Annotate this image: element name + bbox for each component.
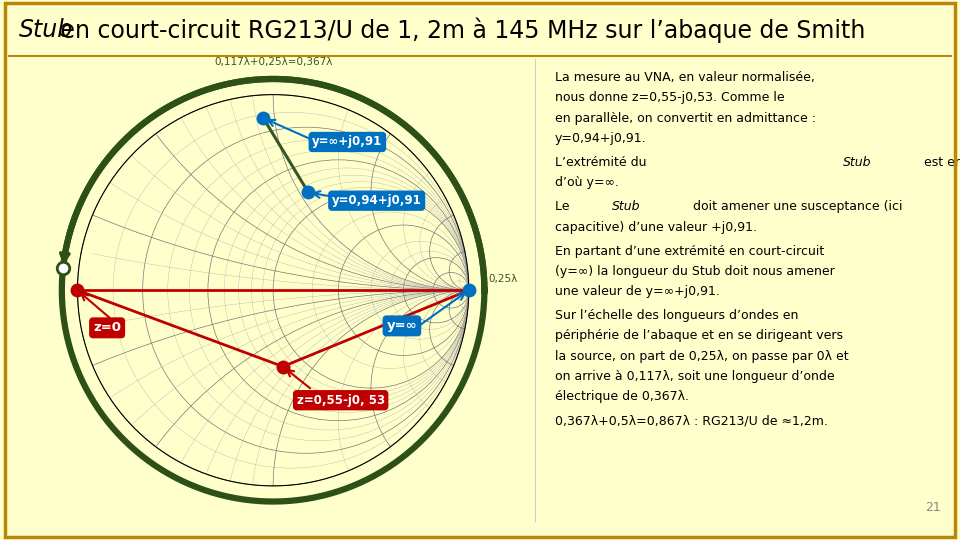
Text: périphérie de l’abaque et en se dirigeant vers: périphérie de l’abaque et en se dirigean… <box>555 329 843 342</box>
Text: 21: 21 <box>925 501 941 514</box>
Text: électrique de 0,367λ.: électrique de 0,367λ. <box>555 390 688 403</box>
Text: 0,117λ+0,25λ=0,367λ: 0,117λ+0,25λ=0,367λ <box>214 57 332 67</box>
Text: Stub: Stub <box>612 200 641 213</box>
Text: En partant d’une extrémité en court-circuit: En partant d’une extrémité en court-circ… <box>555 245 824 258</box>
Text: Sur l’échelle des longueurs d’ondes en: Sur l’échelle des longueurs d’ondes en <box>555 309 798 322</box>
Text: une valeur de y=∞+j0,91.: une valeur de y=∞+j0,91. <box>555 285 720 298</box>
Text: y=∞: y=∞ <box>387 319 418 333</box>
Text: 0,25λ: 0,25λ <box>489 274 517 285</box>
Text: on arrive à 0,117λ, soit une longueur d’onde: on arrive à 0,117λ, soit une longueur d’… <box>555 370 834 383</box>
Text: en parallèle, on convertit en admittance :: en parallèle, on convertit en admittance… <box>555 112 816 125</box>
Text: y=∞+j0,91: y=∞+j0,91 <box>312 136 382 148</box>
Text: Stub: Stub <box>843 156 872 169</box>
Text: La mesure au VNA, en valeur normalisée,: La mesure au VNA, en valeur normalisée, <box>555 71 815 84</box>
Text: z=0: z=0 <box>93 321 121 334</box>
Text: Le: Le <box>555 200 573 213</box>
Text: d’où y=∞.: d’où y=∞. <box>555 176 618 189</box>
Text: y=0,94+j0,91: y=0,94+j0,91 <box>332 194 421 207</box>
Text: la source, on part de 0,25λ, on passe par 0λ et: la source, on part de 0,25λ, on passe pa… <box>555 350 849 363</box>
Text: L’extrémité du: L’extrémité du <box>555 156 650 169</box>
Text: capacitive) d’une valeur +j0,91.: capacitive) d’une valeur +j0,91. <box>555 220 756 233</box>
Text: est en court-circuit : z=0: est en court-circuit : z=0 <box>920 156 960 169</box>
Text: doit amener une susceptance (ici: doit amener une susceptance (ici <box>689 200 902 213</box>
Text: en court-circuit RG213/U de 1, 2m à 145 MHz sur l’abaque de Smith: en court-circuit RG213/U de 1, 2m à 145 … <box>53 17 865 43</box>
Text: Stub: Stub <box>19 18 73 42</box>
Text: y=0,94+j0,91.: y=0,94+j0,91. <box>555 132 646 145</box>
Text: (y=∞) la longueur du Stub doit nous amener: (y=∞) la longueur du Stub doit nous amen… <box>555 265 834 278</box>
Text: z=0,55-j0, 53: z=0,55-j0, 53 <box>297 394 385 407</box>
Text: 0,367λ+0,5λ=0,867λ : RG213/U de ≈1,2m.: 0,367λ+0,5λ=0,867λ : RG213/U de ≈1,2m. <box>555 414 828 428</box>
Text: nous donne z=0,55-j0,53. Comme le: nous donne z=0,55-j0,53. Comme le <box>555 91 788 104</box>
